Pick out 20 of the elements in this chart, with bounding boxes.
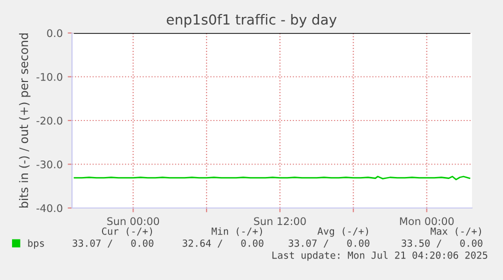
y-axis-title: bits in (-) / out (+) per second	[19, 33, 30, 208]
y-tick-label: -40.0	[36, 204, 62, 212]
y-tick-label: -10.0	[36, 72, 62, 81]
chart-title: enp1s0f1 traffic - by day	[166, 14, 337, 28]
x-tick-label: Sun 00:00	[107, 217, 160, 226]
text: 32.64 / 0.00	[182, 239, 264, 248]
legend-label: bps	[28, 239, 44, 249]
text: Avg (-/+)	[318, 227, 368, 237]
text: Cur (-/+)	[102, 227, 152, 236]
text: 33.07 / 0.00	[288, 239, 370, 248]
text: 33.50 / 0.00	[402, 239, 482, 248]
text: 33.07 / 0.00	[72, 239, 154, 248]
text: Min (-/+)	[212, 227, 262, 236]
y-tick-label: 0.0	[47, 29, 62, 38]
text: Last update: Mon Jul 21 04:20:06 2025	[272, 251, 488, 261]
x-tick-label: Mon 00:00	[400, 217, 454, 226]
text: Max (-/+)	[430, 227, 481, 236]
x-tick-label: Sun 12:00	[254, 217, 306, 226]
y-tick-label: -20.0	[36, 116, 62, 125]
y-tick-label: -30.0	[36, 160, 62, 168]
